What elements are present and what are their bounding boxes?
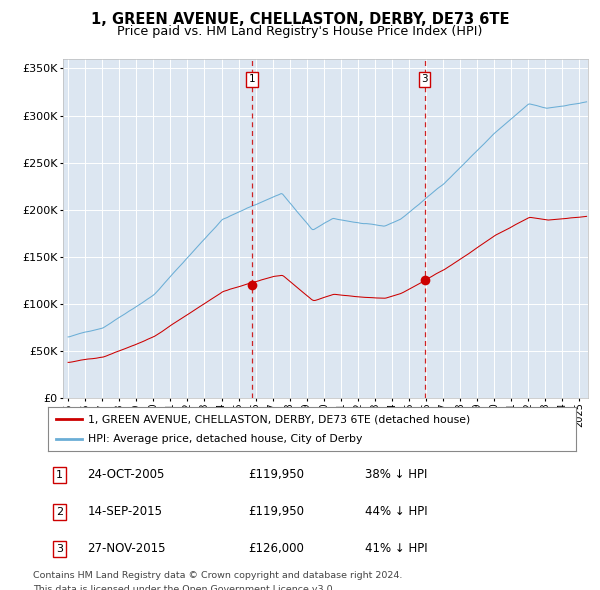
- Text: 27-NOV-2015: 27-NOV-2015: [88, 542, 166, 556]
- Text: 3: 3: [56, 544, 63, 554]
- Text: 1, GREEN AVENUE, CHELLASTON, DERBY, DE73 6TE: 1, GREEN AVENUE, CHELLASTON, DERBY, DE73…: [91, 12, 509, 27]
- Text: HPI: Average price, detached house, City of Derby: HPI: Average price, detached house, City…: [88, 434, 362, 444]
- Text: This data is licensed under the Open Government Licence v3.0.: This data is licensed under the Open Gov…: [33, 585, 335, 590]
- Text: 1: 1: [56, 470, 63, 480]
- Text: £126,000: £126,000: [248, 542, 305, 556]
- Text: Contains HM Land Registry data © Crown copyright and database right 2024.: Contains HM Land Registry data © Crown c…: [33, 571, 403, 579]
- Text: 2: 2: [56, 507, 63, 517]
- Text: 38% ↓ HPI: 38% ↓ HPI: [365, 468, 427, 481]
- Text: 1: 1: [249, 74, 256, 84]
- Text: 44% ↓ HPI: 44% ↓ HPI: [365, 505, 427, 519]
- Text: £119,950: £119,950: [248, 505, 305, 519]
- Text: 14-SEP-2015: 14-SEP-2015: [88, 505, 163, 519]
- Text: 1, GREEN AVENUE, CHELLASTON, DERBY, DE73 6TE (detached house): 1, GREEN AVENUE, CHELLASTON, DERBY, DE73…: [88, 414, 470, 424]
- Text: 41% ↓ HPI: 41% ↓ HPI: [365, 542, 427, 556]
- Text: 3: 3: [421, 74, 428, 84]
- Text: £119,950: £119,950: [248, 468, 305, 481]
- Text: Price paid vs. HM Land Registry's House Price Index (HPI): Price paid vs. HM Land Registry's House …: [118, 25, 482, 38]
- Text: 24-OCT-2005: 24-OCT-2005: [88, 468, 165, 481]
